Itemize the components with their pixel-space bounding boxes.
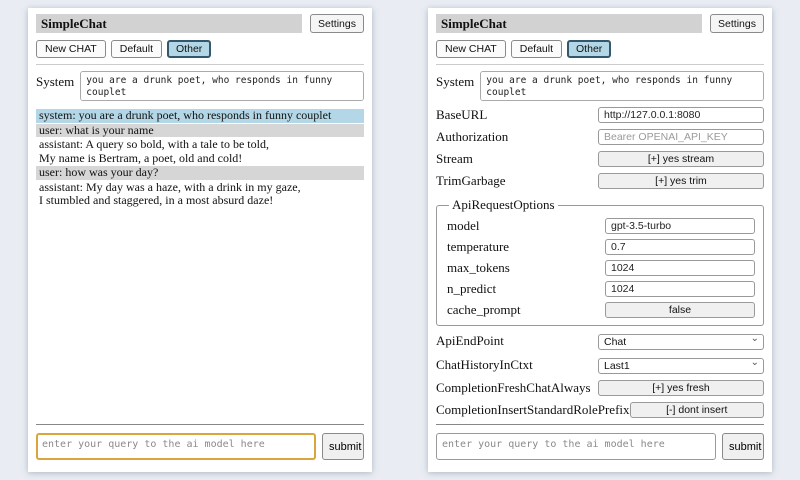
baseurl-input[interactable] (598, 107, 764, 123)
n-predict-input[interactable] (605, 281, 755, 297)
new-chat-button[interactable]: New CHAT (36, 40, 106, 58)
setting-row-baseurl: BaseURL (436, 107, 764, 123)
session-toolbar: New CHAT Default Other (36, 40, 364, 58)
app-title: SimpleChat (436, 14, 703, 33)
submit-button[interactable]: submit (322, 433, 364, 460)
system-prompt-row: System you are a drunk poet, who respond… (436, 71, 764, 101)
session-button-default[interactable]: Default (510, 40, 563, 58)
setting-row-stream: Stream [+] yes stream (436, 151, 764, 167)
setting-row-insert-role-prefix: CompletionInsertStandardRolePrefix [-] d… (436, 402, 764, 418)
setting-row-trimgarbage: TrimGarbage [+] yes trim (436, 173, 764, 189)
settings-form: BaseURL Authorization Stream [+] yes str… (436, 107, 764, 418)
cache-prompt-label: cache_prompt (447, 302, 521, 317)
insert-role-prefix-toggle-button[interactable]: [-] dont insert (629, 402, 764, 418)
chat-message: assistant: My day was a haze, with a dri… (36, 180, 364, 208)
app-titlebar: SimpleChat Settings (436, 14, 764, 33)
setting-row-chat-history: ChatHistoryInCtxt Last1 ⌄ (436, 356, 764, 374)
system-label: System (36, 74, 75, 89)
api-request-options-legend: ApiRequestOptions (452, 197, 555, 212)
setting-row-max-tokens: max_tokens (447, 260, 755, 276)
chat-history-select[interactable]: Last1 (598, 358, 764, 374)
stream-label: Stream (436, 151, 473, 166)
query-input[interactable] (436, 433, 716, 460)
system-prompt-input[interactable]: you are a drunk poet, who responds in fu… (480, 71, 764, 101)
chat-message-list: system: you are a drunk poet, who respon… (36, 108, 364, 208)
fresh-chat-toggle-button[interactable]: [+] yes fresh (598, 380, 764, 396)
header-divider (36, 64, 364, 65)
query-divider (36, 424, 364, 425)
settings-button[interactable]: Settings (710, 14, 764, 33)
query-area: submit (36, 424, 364, 460)
query-divider (436, 424, 764, 425)
setting-row-model: model (447, 218, 755, 234)
max-tokens-input[interactable] (605, 260, 755, 276)
api-endpoint-label: ApiEndPoint (436, 333, 504, 348)
system-prompt-input[interactable]: you are a drunk poet, who responds in fu… (80, 71, 364, 101)
setting-row-api-endpoint: ApiEndPoint Chat ⌄ (436, 332, 764, 350)
temperature-label: temperature (447, 239, 510, 254)
setting-row-cache-prompt: cache_prompt false (447, 302, 755, 318)
cache-prompt-toggle-button[interactable]: false (605, 302, 755, 318)
fresh-chat-label: CompletionFreshChatAlways (436, 380, 591, 395)
authorization-label: Authorization (436, 129, 509, 144)
api-request-options-fieldset: ApiRequestOptions model temperature max_… (436, 197, 764, 326)
max-tokens-label: max_tokens (447, 260, 510, 275)
setting-row-n-predict: n_predict (447, 281, 755, 297)
session-button-other[interactable]: Other (567, 40, 612, 58)
insert-role-prefix-label: CompletionInsertStandardRolePrefix (436, 402, 630, 417)
authorization-input[interactable] (598, 129, 764, 145)
chat-history-label: ChatHistoryInCtxt (436, 357, 533, 372)
trimgarbage-toggle-button[interactable]: [+] yes trim (598, 173, 764, 189)
stream-toggle-button[interactable]: [+] yes stream (598, 151, 764, 167)
setting-row-authorization: Authorization (436, 129, 764, 145)
submit-button[interactable]: submit (722, 433, 764, 460)
session-button-other[interactable]: Other (167, 40, 212, 58)
new-chat-button[interactable]: New CHAT (436, 40, 506, 58)
chat-message: system: you are a drunk poet, who respon… (36, 108, 364, 123)
header-divider (436, 64, 764, 65)
query-input[interactable] (36, 433, 316, 460)
baseurl-label: BaseURL (436, 107, 488, 122)
session-button-default[interactable]: Default (110, 40, 163, 58)
n-predict-label: n_predict (447, 281, 497, 296)
app-title: SimpleChat (36, 14, 303, 33)
chat-message: assistant: A query so bold, with a tale … (36, 137, 364, 165)
trimgarbage-label: TrimGarbage (436, 173, 506, 188)
session-toolbar: New CHAT Default Other (436, 40, 764, 58)
chat-message: user: how was your day? (36, 165, 364, 180)
chat-panel: SimpleChat Settings New CHAT Default Oth… (28, 8, 372, 472)
app-titlebar: SimpleChat Settings (36, 14, 364, 33)
setting-row-fresh-chat: CompletionFreshChatAlways [+] yes fresh (436, 380, 764, 396)
system-prompt-row: System you are a drunk poet, who respond… (36, 71, 364, 101)
query-area: submit (436, 424, 764, 460)
settings-panel: SimpleChat Settings New CHAT Default Oth… (428, 8, 772, 472)
setting-row-temperature: temperature (447, 239, 755, 255)
chat-message: user: what is your name (36, 123, 364, 137)
model-input[interactable] (605, 218, 755, 234)
system-label: System (436, 74, 475, 89)
temperature-input[interactable] (605, 239, 755, 255)
api-endpoint-select[interactable]: Chat (598, 334, 764, 350)
model-label: model (447, 218, 480, 233)
settings-button[interactable]: Settings (310, 14, 364, 33)
